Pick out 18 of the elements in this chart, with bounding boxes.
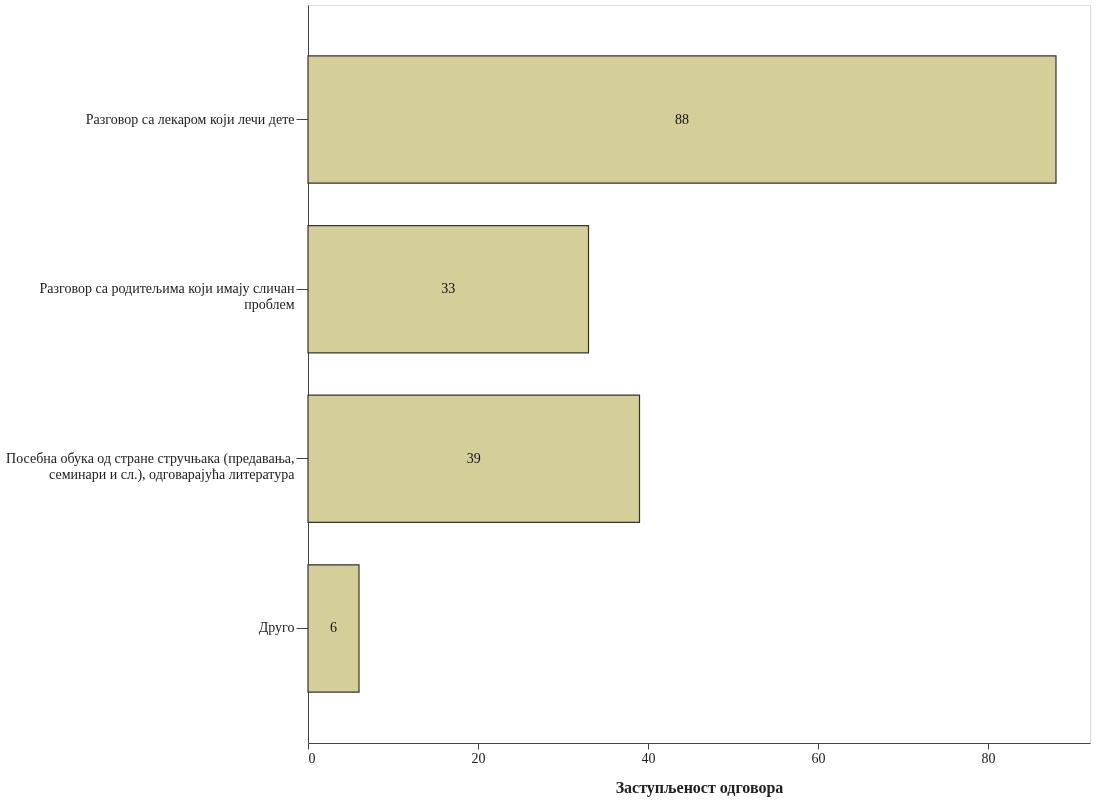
y-tick-label: Посебна обука од стране стручњака (предавања, семинари и сл.), одговарајућа литература	[6, 450, 296, 483]
x-tick-label: 0	[308, 750, 316, 766]
x-axis-title: Заступљеност одговора	[615, 778, 784, 797]
x-tick-label: 80	[981, 750, 996, 766]
bar	[307, 55, 1057, 184]
data-label: 88	[675, 111, 689, 127]
data-label: 6	[330, 620, 337, 636]
data-label: 39	[466, 450, 481, 466]
x-tick-label: 60	[811, 750, 826, 766]
x-tick-label: 20	[471, 750, 486, 766]
y-tick-label: Разговор са родитељима који имају сличан проблем	[39, 281, 295, 313]
x-tick-label: 40	[641, 750, 656, 766]
bar	[307, 394, 641, 524]
y-tick-label: Друго	[258, 620, 295, 636]
y-tick-label: Разговор са лекаром који лечи дете	[85, 111, 295, 127]
bar	[307, 564, 360, 693]
bar	[307, 224, 590, 354]
data-label: 33	[441, 281, 456, 297]
